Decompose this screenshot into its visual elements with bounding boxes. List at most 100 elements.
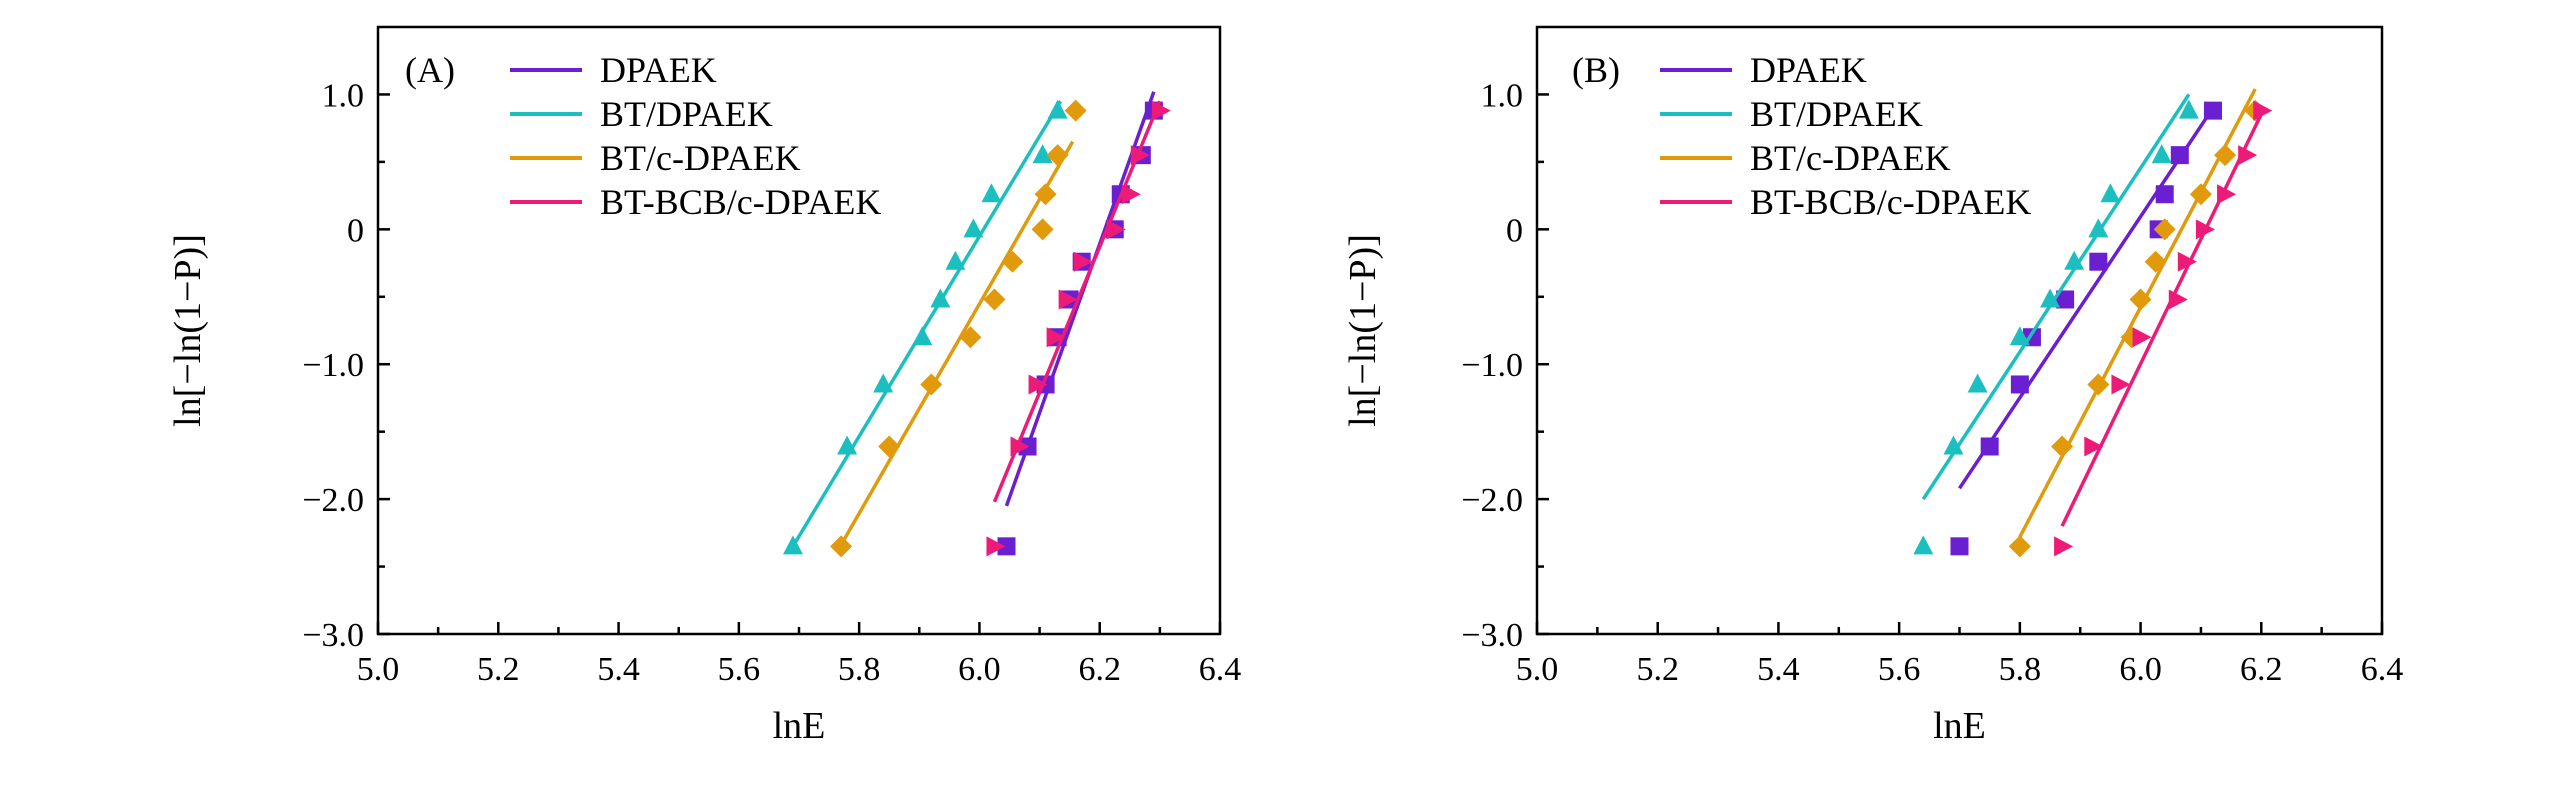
data-point: [2132, 327, 2152, 348]
data-point: [2087, 373, 2110, 396]
data-point: [959, 326, 982, 349]
x-axis-label: lnE: [773, 705, 826, 747]
data-point: [1034, 183, 1057, 206]
data-point: [1010, 436, 1030, 457]
panel-b: 5.0 5.2 5.4 5.6 5.8 6.0 6.2 6.4 1.0 0 −1.0 −2.0 −3.0…: [1342, 25, 2403, 747]
data-point: [2151, 144, 2172, 164]
series-bt-c-dpaek: [830, 99, 1087, 558]
data-point: [2040, 288, 2061, 308]
series-dpaek: [1950, 101, 2222, 556]
data-point: [2204, 101, 2222, 120]
data-point: [1046, 144, 1069, 167]
series-bt-c-dpaek: [2008, 88, 2267, 558]
data-point: [2214, 144, 2237, 167]
data-point: [920, 373, 943, 396]
data-point: [986, 536, 1006, 557]
x-tick-label: 5.6: [718, 651, 761, 688]
data-point: [1047, 99, 1068, 119]
data-point: [930, 288, 951, 308]
data-point: [2089, 252, 2108, 271]
x-axis-label: lnE: [1933, 705, 1986, 747]
x-tick-label: 5.4: [597, 651, 640, 688]
fit-line: [992, 100, 1162, 503]
y-axis-label: ln[−ln(1−P)]: [167, 234, 209, 427]
data-point: [945, 250, 966, 270]
data-point: [1058, 289, 1078, 310]
fit-line: [1004, 91, 1156, 507]
x-tick-label: 5.4: [1757, 651, 1800, 688]
data-point: [963, 218, 984, 238]
data-point: [2153, 218, 2176, 241]
data-point: [1031, 218, 1054, 241]
fit-line: [1921, 93, 2191, 501]
legend-label: DPAEK: [600, 50, 717, 90]
data-point: [2100, 183, 2121, 203]
fit-line: [2018, 88, 2257, 538]
fit-line: [1958, 106, 2215, 490]
data-point: [2129, 288, 2152, 311]
data-point: [1943, 435, 1964, 455]
data-point: [837, 435, 858, 455]
x-tick-label: 5.6: [1878, 651, 1921, 688]
x-tick-label: 6.0: [2119, 651, 2162, 688]
x-tick-label: 5.2: [1636, 651, 1679, 688]
data-point: [912, 326, 933, 346]
fit-line: [2060, 107, 2266, 527]
data-point: [1130, 145, 1150, 166]
data-point: [1064, 99, 1087, 122]
data-point: [2217, 184, 2237, 205]
legend-label: BT/c-DPAEK: [600, 138, 801, 178]
legend-label: BT-BCB/c-DPAEK: [600, 182, 881, 222]
data-point: [873, 373, 894, 393]
y-tick-label: −1.0: [302, 347, 364, 384]
data-point: [2170, 146, 2189, 165]
series-bt-bcb-c-dpaek: [986, 100, 1171, 557]
series-bt-dpaek: [782, 99, 1068, 555]
y-tick-label: 1.0: [1481, 77, 1524, 114]
data-point: [2155, 185, 2174, 204]
data-point: [2111, 374, 2131, 395]
data-point: [782, 535, 803, 555]
data-point: [2238, 145, 2258, 166]
x-tick-label: 6.4: [1199, 651, 1242, 688]
y-tick-label: 1.0: [322, 77, 365, 114]
fit-line: [842, 140, 1075, 541]
y-axis-label: ln[−ln(1−P)]: [1342, 234, 1384, 427]
data-point: [878, 435, 901, 458]
x-tick-label: 6.0: [958, 651, 1001, 688]
y-tick-label: 0: [347, 212, 364, 249]
data-point: [981, 183, 1002, 203]
data-point: [2064, 250, 2085, 270]
x-tick-label: 6.2: [1078, 651, 1121, 688]
panel-label: (B): [1572, 50, 1620, 90]
data-point: [1950, 537, 1969, 556]
data-point: [2253, 100, 2273, 121]
data-point: [2195, 219, 2215, 240]
data-point: [1980, 437, 1999, 456]
data-point: [1121, 184, 1141, 205]
data-point: [2008, 535, 2031, 558]
data-point: [1073, 251, 1093, 272]
data-point: [2009, 326, 2030, 346]
data-point: [2177, 251, 2197, 272]
data-point: [830, 535, 853, 558]
legend-label: BT/DPAEK: [1750, 94, 1923, 134]
data-point: [1032, 144, 1053, 164]
series-bt-dpaek: [1913, 93, 2199, 555]
y-tick-label: −2.0: [302, 482, 364, 519]
data-point: [1028, 374, 1048, 395]
data-point: [2088, 218, 2109, 238]
data-point: [2051, 435, 2074, 458]
data-point: [2189, 183, 2212, 206]
legend-label: BT-BCB/c-DPAEK: [1750, 182, 2031, 222]
x-tick-label: 5.0: [357, 651, 400, 688]
x-tick-label: 5.8: [1999, 651, 2042, 688]
plot-frame: [376, 25, 1222, 636]
x-tick-label: 6.2: [2240, 651, 2283, 688]
series-bt-bcb-c-dpaek: [2054, 100, 2273, 557]
data-point: [997, 537, 1016, 556]
legend-label: BT/DPAEK: [600, 94, 773, 134]
y-tick-label: 0: [1506, 212, 1523, 249]
panel-a: 5.0 5.2 5.4 5.6 5.8 6.0 6.2 6.4 1.0 0 −1.0 −2.0 −3.0…: [167, 25, 1242, 747]
data-point: [2144, 250, 2167, 273]
